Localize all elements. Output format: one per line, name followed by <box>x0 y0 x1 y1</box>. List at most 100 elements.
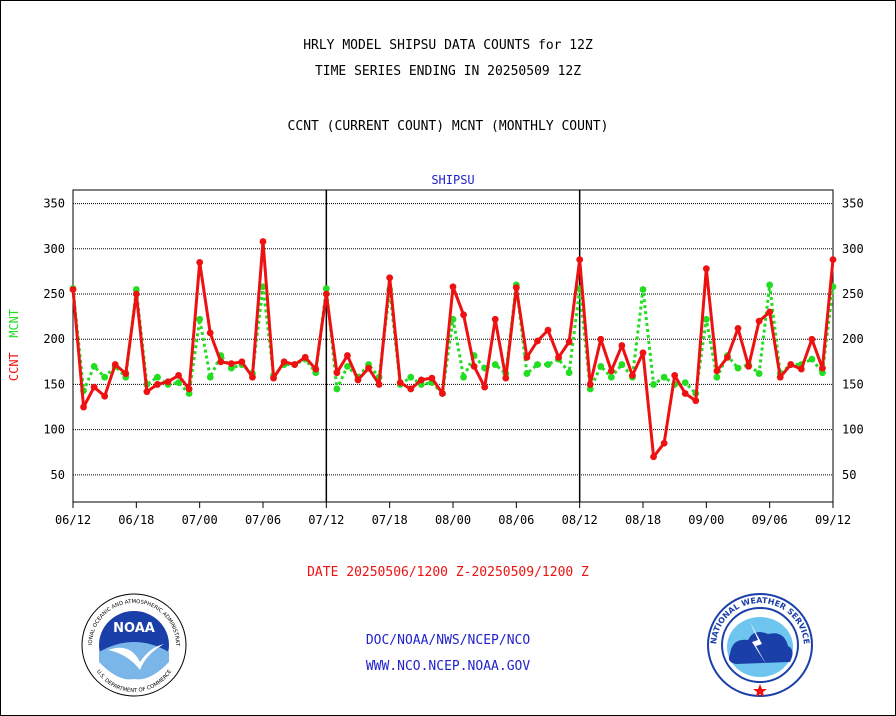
data-point-mcnt <box>344 362 351 370</box>
data-point-mcnt <box>90 362 98 370</box>
x-tick-label: 07/06 <box>245 513 281 527</box>
data-point-ccnt <box>417 376 425 384</box>
data-point-ccnt <box>322 290 330 298</box>
data-point-mcnt <box>755 370 763 377</box>
data-point-mcnt <box>491 361 499 368</box>
data-point-ccnt <box>101 392 109 400</box>
y-tick-label-right: 350 <box>842 197 864 211</box>
chart-title: SHIPSU <box>431 173 474 187</box>
data-point-ccnt <box>808 335 816 343</box>
data-point-ccnt <box>555 353 562 361</box>
data-point-ccnt <box>238 358 246 366</box>
data-point-ccnt <box>175 371 182 379</box>
x-tick-label: 06/18 <box>118 513 154 527</box>
data-point-ccnt <box>354 376 362 384</box>
footer-url[interactable]: WWW.NCO.NCEP.NOAA.GOV <box>365 659 531 674</box>
x-tick-label: 07/00 <box>182 513 218 527</box>
data-point-ccnt <box>618 342 626 349</box>
y-tick-label-left: 150 <box>43 377 65 391</box>
data-point-mcnt <box>259 283 267 291</box>
chart-title-line1: HRLY MODEL SHIPSU DATA COUNTS for 12Z <box>303 38 593 53</box>
noaa-logo: NOAA NATIONAL OCEANIC AND ATMOSPHERIC AD… <box>80 592 187 697</box>
data-point-ccnt <box>69 286 77 293</box>
x-tick-label: 07/18 <box>372 513 408 527</box>
data-point-ccnt <box>660 439 668 447</box>
y-tick-label-right: 250 <box>842 287 864 301</box>
data-point-ccnt <box>206 329 214 337</box>
data-point-ccnt <box>439 390 446 397</box>
data-point-ccnt <box>491 315 499 323</box>
data-point-ccnt <box>312 365 320 373</box>
data-point-ccnt <box>111 361 119 368</box>
data-point-mcnt <box>618 361 626 368</box>
data-point-ccnt <box>766 308 774 316</box>
x-tick-label: 08/00 <box>435 513 471 527</box>
data-point-ccnt <box>249 373 256 381</box>
data-point-ccnt <box>164 378 172 386</box>
data-point-ccnt <box>280 358 288 366</box>
data-point-mcnt <box>660 373 668 381</box>
data-point-mcnt <box>544 361 552 368</box>
data-point-ccnt <box>534 337 541 345</box>
data-point-ccnt <box>449 283 457 291</box>
data-point-ccnt <box>396 379 404 387</box>
x-tick-label: 08/12 <box>562 513 598 527</box>
data-point-ccnt <box>681 390 689 397</box>
x-tick-label: 06/12 <box>55 513 91 527</box>
plot-area-border <box>72 189 834 503</box>
x-tick-label: 08/18 <box>625 513 661 527</box>
x-tick-label: 09/06 <box>752 513 788 527</box>
data-point-ccnt <box>819 364 826 372</box>
x-tick-label: 09/12 <box>815 513 851 527</box>
data-point-ccnt <box>576 256 584 264</box>
data-point-mcnt <box>713 373 721 381</box>
data-point-mcnt <box>639 286 647 293</box>
data-point-mcnt <box>681 379 689 387</box>
data-point-ccnt <box>692 397 700 405</box>
y-tick-label-left: 300 <box>43 242 65 256</box>
data-point-ccnt <box>259 238 267 245</box>
y-tick-label-left: 50 <box>51 468 65 482</box>
data-point-ccnt <box>80 403 87 411</box>
data-point-mcnt <box>702 315 710 323</box>
data-point-mcnt <box>206 373 214 381</box>
data-point-ccnt <box>755 317 763 325</box>
data-point-mcnt <box>766 281 774 289</box>
data-point-ccnt <box>470 362 478 370</box>
data-point-ccnt <box>333 369 341 377</box>
data-point-ccnt <box>650 453 657 461</box>
data-point-ccnt <box>481 383 489 391</box>
data-point-mcnt <box>407 373 415 381</box>
data-point-ccnt <box>196 258 204 266</box>
data-point-ccnt <box>143 388 151 396</box>
data-point-mcnt <box>565 369 573 377</box>
data-point-ccnt <box>386 274 394 282</box>
data-point-ccnt <box>787 361 795 368</box>
data-point-ccnt <box>702 265 710 273</box>
y-tick-label-right: 200 <box>842 332 864 346</box>
x-tick-label: 09/00 <box>688 513 724 527</box>
data-point-ccnt <box>544 326 552 334</box>
footer-org: DOC/NOAA/NWS/NCEP/NCO <box>365 633 531 648</box>
data-point-ccnt <box>460 311 467 319</box>
x-tick-label: 08/06 <box>498 513 534 527</box>
data-point-mcnt <box>808 355 816 363</box>
data-point-ccnt <box>713 367 721 375</box>
data-point-ccnt <box>776 373 784 381</box>
data-point-ccnt <box>586 381 594 388</box>
y-tick-label-right: 300 <box>842 242 864 256</box>
data-point-ccnt <box>724 353 731 361</box>
data-point-ccnt <box>428 374 436 382</box>
data-point-ccnt <box>227 360 235 368</box>
data-point-mcnt <box>322 285 330 292</box>
data-point-mcnt <box>333 385 341 393</box>
data-point-mcnt <box>534 361 541 368</box>
data-point-ccnt <box>629 371 636 379</box>
data-point-ccnt <box>597 335 605 343</box>
data-point-mcnt <box>175 379 182 387</box>
data-point-ccnt <box>565 338 573 346</box>
y-tick-label-left: 250 <box>43 287 65 301</box>
y-tick-label-left: 200 <box>43 332 65 346</box>
data-point-ccnt <box>365 364 372 372</box>
